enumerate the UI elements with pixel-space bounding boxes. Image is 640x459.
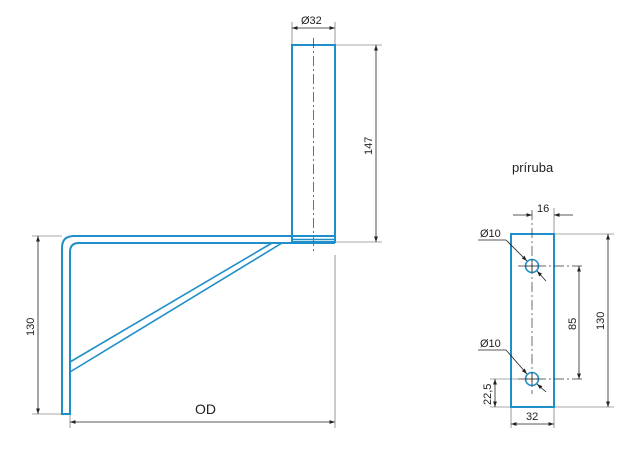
flange-width-top-label: 16 <box>537 203 549 215</box>
horizontal-arm <box>61 235 335 415</box>
bracket-drawing: Ø32 147 130 OD <box>25 15 382 428</box>
flange-drawing: príruba 16 Ø10 Ø10 85 <box>478 160 614 428</box>
hole-bottom-diameter-label: Ø10 <box>480 338 501 350</box>
pipe-diameter-label: Ø32 <box>301 15 322 27</box>
hole-spacing-label: 85 <box>567 318 579 330</box>
bracket-height-label: 130 <box>25 318 37 336</box>
hole-bottom-leader-2 <box>536 383 547 393</box>
hole-top-leader-2 <box>536 270 547 282</box>
arm-length-label: OD <box>195 401 216 417</box>
bottom-offset-label: 22,5 <box>482 384 494 405</box>
flange-width-bottom-label: 32 <box>526 411 538 423</box>
flange-plate <box>510 233 555 408</box>
diagonal-brace-bottom <box>69 242 283 373</box>
flange-title: príruba <box>512 160 554 175</box>
flange-height-label: 130 <box>595 312 607 330</box>
hole-top-leader <box>505 239 528 262</box>
hole-bottom-leader <box>505 349 528 375</box>
hole-top-diameter-label: Ø10 <box>480 228 501 240</box>
pipe-height-label: 147 <box>363 137 375 155</box>
diagonal-brace-top <box>69 242 273 363</box>
